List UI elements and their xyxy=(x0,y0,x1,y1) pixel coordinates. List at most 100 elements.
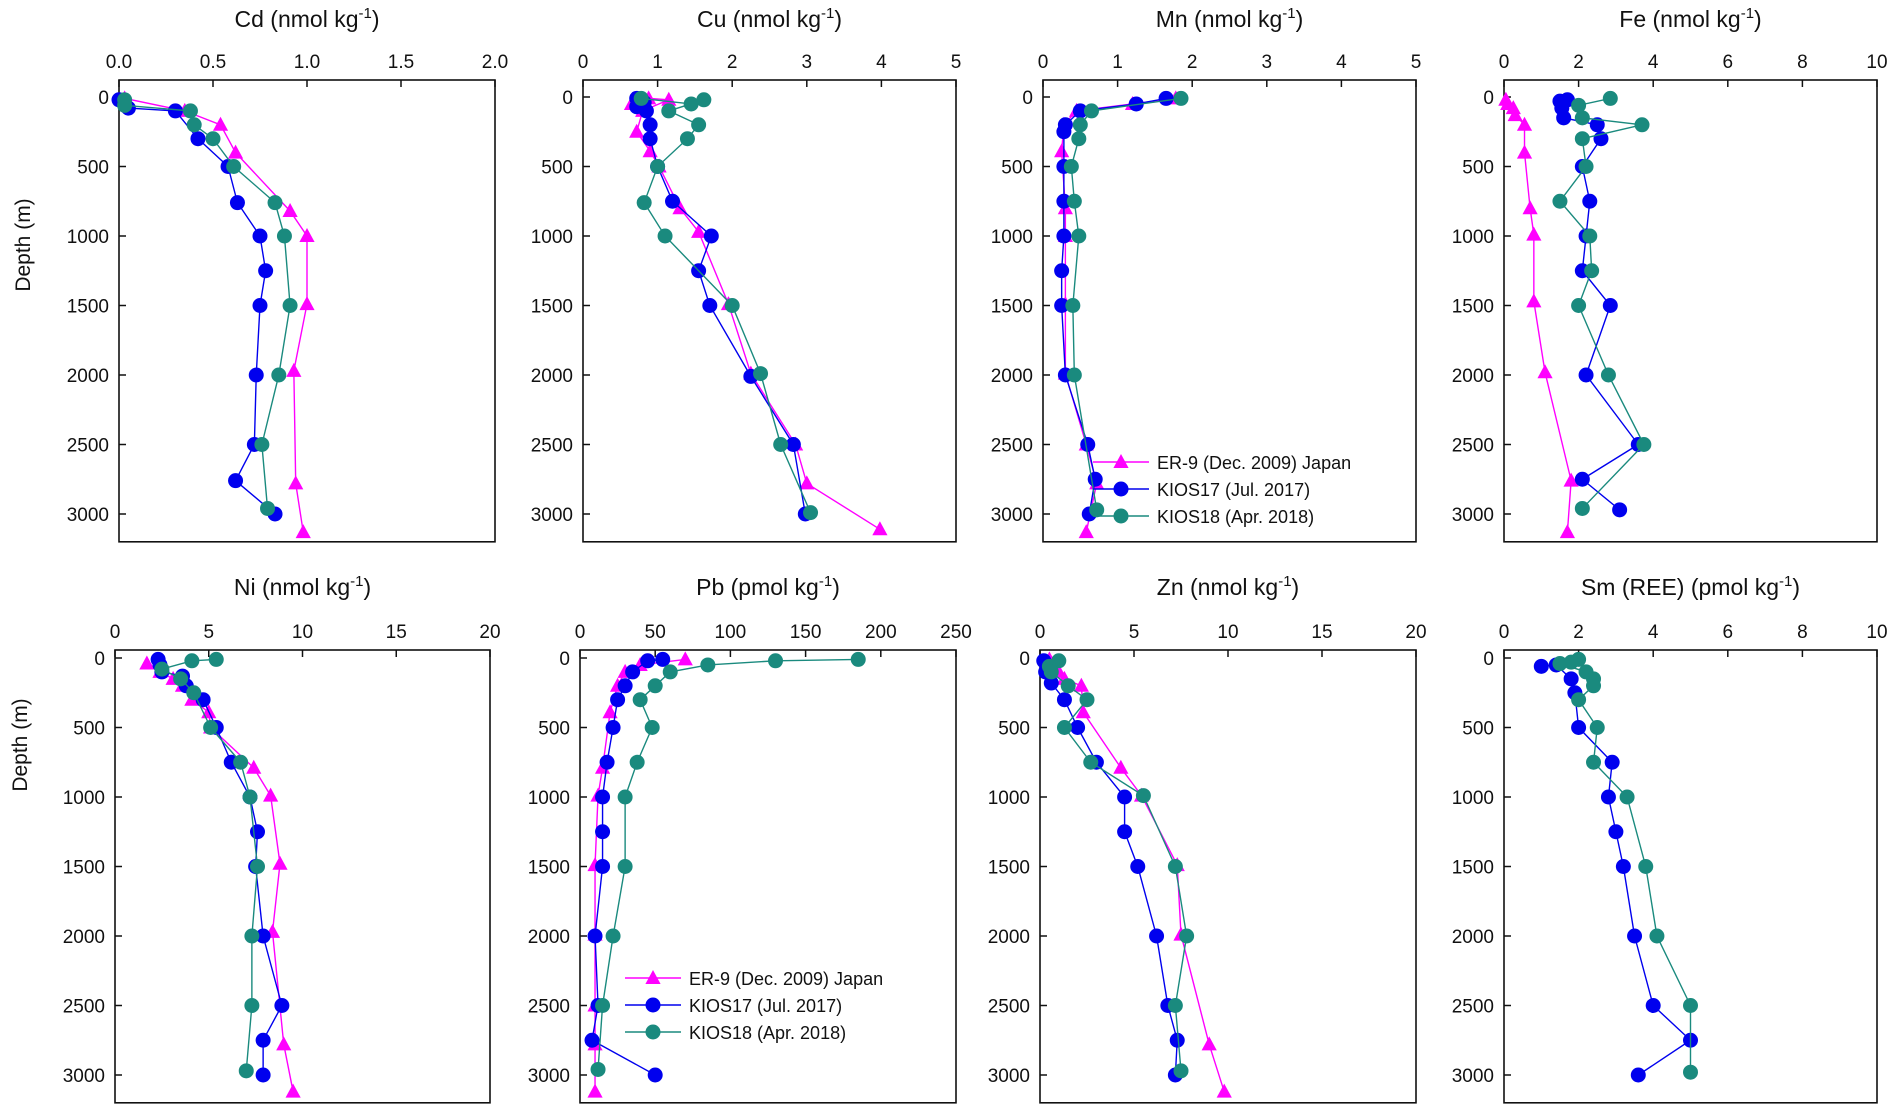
series-line xyxy=(1505,99,1572,533)
data-point xyxy=(661,103,677,119)
data-point xyxy=(696,92,712,108)
data-point xyxy=(665,193,681,209)
data-point xyxy=(1130,859,1146,874)
y-tick-label: 2000 xyxy=(531,366,573,387)
data-point xyxy=(1179,928,1195,944)
legend-entry-er-9-dec-2009-japan: ER-9 (Dec. 2009) Japan xyxy=(625,969,883,989)
x-tick-label: 0 xyxy=(1499,622,1510,643)
data-point xyxy=(1589,117,1605,133)
panel-fe: 0 2 4 6 8 10 0 500 1000 1500 2000 2500 3000 Fe (nmol … xyxy=(1452,5,1888,543)
x-tick-label: 0 xyxy=(1035,622,1046,643)
panel-title: Cd (nmol kg-1) xyxy=(235,5,380,32)
data-point xyxy=(1071,131,1087,147)
data-point xyxy=(255,1032,271,1048)
panel-pb: 0 50 100 150 200 250050010001500200025003000P… xyxy=(528,573,972,1104)
panel-title: Fe (nmol kg-1) xyxy=(1619,5,1761,32)
legend-entry-kios18-apr-2018: KIOS18 (Apr. 2018) xyxy=(1093,507,1314,527)
data-point xyxy=(602,704,618,719)
x-tick-label: 2 xyxy=(1187,52,1198,73)
data-point xyxy=(205,131,221,147)
data-point xyxy=(1578,159,1594,174)
panel-title: Cu (nmol kg-1) xyxy=(697,5,842,32)
legend-label: KIOS18 (Apr. 2018) xyxy=(689,1023,846,1043)
data-point xyxy=(1056,692,1072,708)
y-tick-label: 1000 xyxy=(1452,788,1494,809)
legend-label: KIOS17 (Jul. 2017) xyxy=(689,996,842,1016)
data-point xyxy=(605,928,621,944)
data-point xyxy=(1167,859,1183,874)
panel-title: Zn (nmol kg-1) xyxy=(1157,573,1299,600)
data-point xyxy=(299,296,315,311)
y-tick-label: 2500 xyxy=(988,997,1030,1018)
data-point xyxy=(250,859,265,874)
data-point xyxy=(1634,117,1650,133)
x-tick-label: 10 xyxy=(1866,622,1887,643)
y-tick-label: 3000 xyxy=(988,1066,1030,1087)
data-point xyxy=(1600,789,1616,805)
x-tick-label: 50 xyxy=(645,622,666,643)
data-point xyxy=(248,367,264,383)
data-point xyxy=(1117,824,1133,840)
data-point xyxy=(1589,720,1605,735)
data-point xyxy=(139,655,155,670)
legend: ER-9 (Dec. 2009) Japan KIOS17 (Jul. 2017)… xyxy=(625,969,883,1043)
data-point xyxy=(212,116,229,131)
y-tick-label: 500 xyxy=(998,719,1030,740)
legend: ER-9 (Dec. 2009) Japan KIOS17 (Jul. 2017)… xyxy=(1093,453,1351,527)
plot-frame xyxy=(1039,649,1417,1104)
y-tick-label: 2500 xyxy=(63,997,105,1018)
series-er-9-dec-2009-japan xyxy=(1498,91,1579,539)
x-tick-label: 20 xyxy=(1405,622,1426,643)
y-tick-label: 2000 xyxy=(1452,366,1494,387)
y-tick-label: 1500 xyxy=(1452,297,1494,318)
legend-label: ER-9 (Dec. 2009) Japan xyxy=(689,969,883,989)
data-point xyxy=(274,998,290,1013)
data-point xyxy=(1078,524,1094,539)
data-point xyxy=(233,754,249,770)
data-point xyxy=(1645,998,1661,1013)
y-tick-label: 3000 xyxy=(531,505,573,526)
x-tick-label: 2 xyxy=(727,52,738,73)
data-point xyxy=(773,437,789,452)
data-point xyxy=(1056,228,1072,244)
data-point xyxy=(299,228,315,242)
plot-frame xyxy=(114,649,491,1104)
legend-entry-kios17-jul-2017: KIOS17 (Jul. 2017) xyxy=(1093,480,1310,500)
y-tick-label: 3000 xyxy=(528,1066,570,1087)
x-tick-label: 200 xyxy=(865,622,897,643)
data-point xyxy=(271,367,287,383)
data-point xyxy=(691,117,707,133)
data-point xyxy=(683,96,699,112)
data-point xyxy=(1552,656,1568,672)
y-tick-label: 2000 xyxy=(1452,927,1494,948)
x-tick-label: 1.5 xyxy=(388,52,414,73)
panel-title: Mn (nmol kg-1) xyxy=(1156,5,1304,32)
data-point xyxy=(1571,720,1587,735)
x-tick-label: 2 xyxy=(1573,622,1584,643)
x-tick-label: 0 xyxy=(575,622,586,643)
data-point xyxy=(599,754,615,770)
data-point xyxy=(633,90,649,106)
series-kios18-apr-2018 xyxy=(1063,90,1189,518)
data-point xyxy=(703,228,719,244)
data-point xyxy=(1054,143,1070,158)
data-point xyxy=(595,824,611,840)
data-point xyxy=(1063,159,1079,174)
x-tick-label: 4 xyxy=(1648,52,1659,73)
data-point xyxy=(595,789,611,805)
data-point xyxy=(1516,144,1533,159)
series-kios17-jul-2017 xyxy=(1552,92,1646,518)
data-point xyxy=(1533,658,1549,674)
data-point xyxy=(1638,859,1654,874)
data-point xyxy=(590,1061,606,1077)
data-point xyxy=(276,228,292,244)
series-kios18-apr-2018 xyxy=(633,90,819,521)
series-kios18-apr-2018 xyxy=(1041,653,1195,1079)
data-point xyxy=(1173,1063,1189,1079)
y-tick-label: 1000 xyxy=(1452,227,1494,248)
y-tick-label: 1500 xyxy=(988,858,1030,879)
data-point xyxy=(242,789,258,805)
series-er-9-dec-2009-japan xyxy=(117,90,315,539)
x-tick-label: 15 xyxy=(1311,622,1332,643)
x-tick-label: 5 xyxy=(951,52,962,73)
